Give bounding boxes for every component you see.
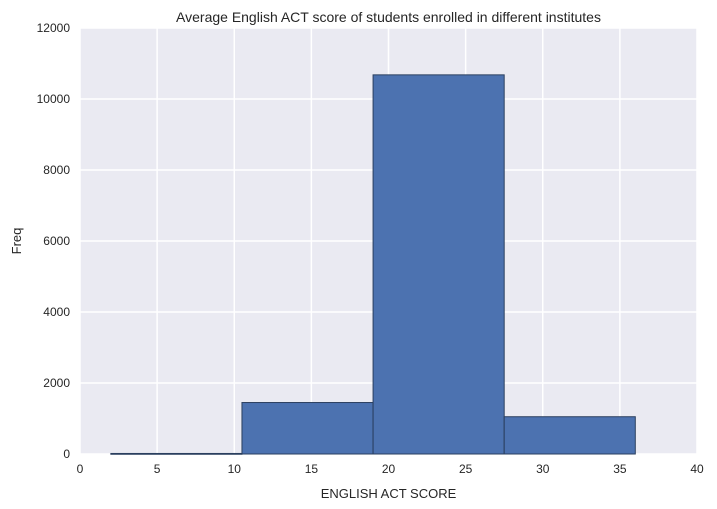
y-tick-label: 4000 [43, 305, 70, 319]
x-tick-label: 5 [154, 462, 161, 476]
x-tick-label: 30 [536, 462, 550, 476]
y-tick-label: 0 [63, 447, 70, 461]
x-tick-label: 35 [613, 462, 627, 476]
x-tick-label: 25 [459, 462, 473, 476]
y-tick-label: 12000 [37, 21, 71, 35]
y-tick-labels: 0 2000 4000 6000 8000 10000 12000 [37, 21, 71, 461]
x-tick-label: 10 [228, 462, 242, 476]
x-tick-label: 0 [77, 462, 84, 476]
x-tick-label: 40 [690, 462, 704, 476]
x-tick-labels: 0 5 10 15 20 25 30 35 40 [77, 462, 704, 476]
chart-title: Average English ACT score of students en… [176, 9, 601, 25]
bars [110, 74, 636, 455]
histogram-bar [110, 452, 243, 455]
y-tick-label: 8000 [43, 163, 70, 177]
histogram-bar [503, 416, 636, 455]
y-tick-label: 6000 [43, 234, 70, 248]
y-axis-title: Freq [9, 228, 24, 255]
histogram-bar [372, 74, 505, 455]
y-tick-label: 2000 [43, 376, 70, 390]
x-tick-label: 15 [305, 462, 319, 476]
x-tick-label: 20 [382, 462, 396, 476]
histogram-bar [241, 402, 374, 455]
x-axis-title: ENGLISH ACT SCORE [321, 486, 457, 501]
y-tick-label: 10000 [37, 92, 71, 106]
